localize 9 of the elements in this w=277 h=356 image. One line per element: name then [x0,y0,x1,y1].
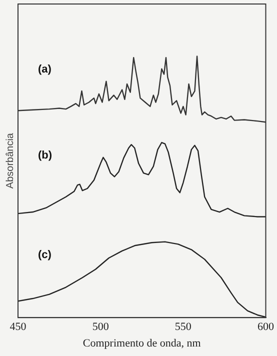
annotation: (a) [38,63,52,76]
x-tick-label: 600 [258,321,274,334]
y-axis-title: Absorbância [4,132,16,189]
annotation: (b) [38,150,52,162]
x-tick-label: 550 [174,321,192,334]
x-tick-label: 500 [92,321,110,334]
x-tick-label: 450 [10,321,27,334]
x-axis-title: Comprimento de onda, nm [82,337,202,350]
annotation: (c) [38,248,52,261]
